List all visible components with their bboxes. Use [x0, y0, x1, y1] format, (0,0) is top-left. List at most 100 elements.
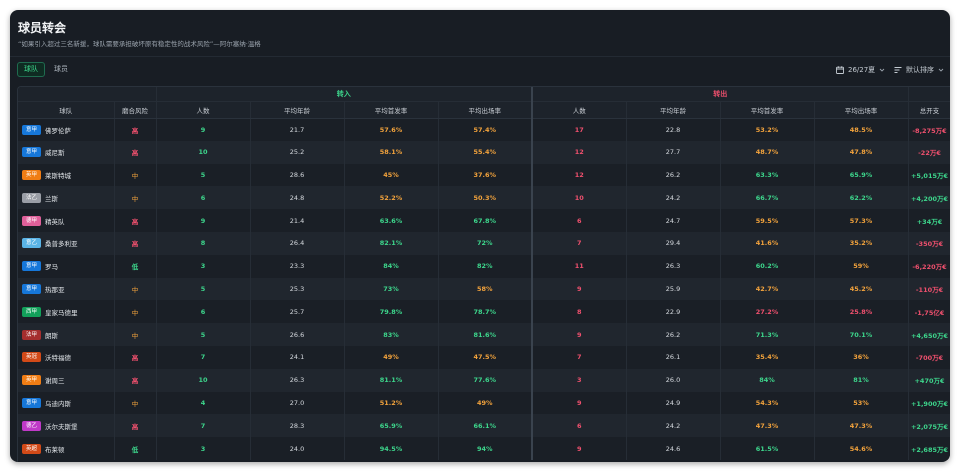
table-row[interactable]: 西甲 皇家马德里中 6 25.7 79.8% 78.7% 8 22.9 27.2% 25.8% -1… — [18, 300, 950, 324]
table-row[interactable]: 意甲 威尼斯高 10 25.2 58.1% 55.4% 12 27.7 48.7% 47.8% -2… — [18, 140, 950, 164]
team-cell: 西甲 皇家马德里 — [18, 300, 115, 324]
out-appear-cell: 48.5% — [814, 118, 909, 141]
header-col-team[interactable]: 球队 — [18, 101, 115, 119]
table-row[interactable]: 意甲 热那亚中 5 25.3 73% 58% 9 25.9 42.7% 45.2% -110万€ — [18, 277, 950, 301]
header-col-in-count[interactable]: 人数 — [156, 101, 251, 119]
in-appear-cell: 82% — [438, 254, 533, 278]
page-title: 球员转会 — [18, 21, 67, 35]
team-name[interactable]: 乌迪内斯 — [45, 399, 71, 408]
season-label: 26/27夏 — [848, 66, 876, 74]
header-col-out-count[interactable]: 人数 — [532, 101, 627, 119]
table-row[interactable]: 德乙 沃尔夫斯堡高 7 28.3 65.9% 66.1% 6 24.2 47.3% 47.3% +2… — [18, 414, 950, 438]
table-row[interactable]: 英甲 谢周三高 10 26.3 81.1% 77.6% 3 26.0 84% 81% +470万€ — [18, 368, 950, 392]
header-col-in-appear[interactable]: 平均出场率 — [438, 101, 533, 119]
table-row[interactable]: 意甲 佛罗伦萨高 9 21.7 57.6% 57.4% 17 22.8 53.2% 48.5% -8… — [18, 118, 950, 141]
table-row[interactable]: 法甲 朗斯中 5 26.6 83% 81.6% 9 26.2 71.3% 70.1% +4,650万… — [18, 323, 950, 346]
table-row[interactable]: 英超 布莱顿低 3 24.0 94.5% 94% 9 24.6 61.5% 54.6% +2,685… — [18, 437, 950, 460]
in-start-cell: 94.5% — [344, 437, 439, 460]
in-age-cell: 26.4 — [250, 231, 345, 255]
team-cell: 意甲 佛罗伦萨 — [18, 118, 115, 141]
header-col-risk[interactable]: 磨合风险 — [114, 101, 157, 119]
in-appear-cell: 67.8% — [438, 209, 533, 232]
sort-select[interactable]: 默认排序 — [894, 65, 944, 75]
sort-label: 默认排序 — [906, 66, 934, 74]
in-appear-cell: 81.6% — [438, 323, 533, 346]
out-count-cell: 9 — [532, 277, 627, 301]
team-name[interactable]: 谢周三 — [45, 377, 65, 386]
out-count-cell: 6 — [532, 414, 627, 438]
in-appear-cell: 47.5% — [438, 345, 533, 369]
table-row[interactable]: 英甲 莱斯特城中 5 28.6 45% 37.6% 12 26.2 63.3% 65.9% +5,0… — [18, 163, 950, 187]
out-start-cell: 59.5% — [720, 209, 815, 232]
team-name[interactable]: 朗斯 — [45, 331, 58, 340]
net-cell: +4,200万€ — [908, 186, 950, 210]
risk-cell: 中 — [114, 300, 157, 324]
header-spacer — [908, 87, 950, 102]
net-cell: -8,275万€ — [908, 118, 950, 141]
table-row[interactable]: 德甲 精英队高 9 21.4 63.6% 67.8% 6 24.7 59.5% 57.3% +34万… — [18, 209, 950, 232]
header-col-out-start[interactable]: 平均首发率 — [720, 101, 815, 119]
table-row[interactable]: 意甲 罗马低 3 23.3 84% 82% 11 26.3 60.2% 59% -6,220万€ — [18, 254, 950, 278]
team-cell: 法甲 朗斯 — [18, 323, 115, 346]
in-appear-cell: 94% — [438, 437, 533, 460]
team-name[interactable]: 威尼斯 — [45, 149, 65, 158]
in-appear-cell: 78.7% — [438, 300, 533, 324]
table-row[interactable]: 意乙 桑普多利亚高 8 26.4 82.1% 72% 7 29.4 41.6% 35.2% -350… — [18, 231, 950, 255]
risk-cell: 中 — [114, 391, 157, 415]
league-badge: 意甲 — [22, 283, 41, 294]
out-count-cell: 3 — [532, 368, 627, 392]
out-start-cell: 42.7% — [720, 277, 815, 301]
out-count-cell: 10 — [532, 186, 627, 210]
team-name[interactable]: 佛罗伦萨 — [45, 126, 71, 135]
in-start-cell: 81.1% — [344, 368, 439, 392]
season-select[interactable]: 26/27夏 — [836, 65, 885, 75]
in-count-cell: 10 — [156, 140, 251, 164]
transfer-table-container[interactable]: 转入 转出 球队 磨合风险 人数 平均年龄 平均首发率 平均出场率 人数 平均年龄 平均首发率平… — [17, 86, 950, 462]
team-name[interactable]: 沃尔夫斯堡 — [45, 422, 78, 431]
table-row[interactable]: 法乙 兰斯中 6 24.8 52.2% 50.3% 10 24.2 66.7% 62.2% +4,2… — [18, 186, 950, 210]
risk-cell: 高 — [114, 414, 157, 438]
team-name[interactable]: 桑普多利亚 — [45, 240, 78, 249]
group-header-out: 转出 — [532, 87, 909, 102]
group-header-in: 转入 — [156, 87, 533, 102]
team-cell: 法乙 兰斯 — [18, 186, 115, 210]
risk-cell: 中 — [114, 323, 157, 346]
team-name[interactable]: 莱斯特城 — [45, 171, 71, 180]
out-count-cell: 9 — [532, 437, 627, 460]
header-col-in-start[interactable]: 平均首发率 — [344, 101, 439, 119]
out-start-cell: 35.4% — [720, 345, 815, 369]
out-appear-cell: 35.2% — [814, 231, 909, 255]
net-cell: -1,75亿€ — [908, 300, 950, 324]
team-name[interactable]: 皇家马德里 — [45, 308, 78, 317]
table-row[interactable]: 意甲 乌迪内斯中 4 27.0 51.2% 49% 9 24.9 54.3% 53% +1,900万… — [18, 391, 950, 415]
tab-teams[interactable]: 球队 — [17, 62, 45, 77]
out-start-cell: 60.2% — [720, 254, 815, 278]
out-count-cell: 17 — [532, 118, 627, 141]
table-row[interactable]: 英冠 沃特福德高 7 24.1 49% 47.5% 7 26.1 35.4% 36% -700万€ — [18, 345, 950, 369]
team-name[interactable]: 精英队 — [45, 217, 65, 226]
risk-cell: 高 — [114, 140, 157, 164]
out-appear-cell: 45.2% — [814, 277, 909, 301]
team-name[interactable]: 沃特福德 — [45, 354, 71, 363]
out-age-cell: 22.8 — [626, 118, 721, 141]
in-count-cell: 3 — [156, 254, 251, 278]
out-appear-cell: 54.6% — [814, 437, 909, 460]
out-start-cell: 61.5% — [720, 437, 815, 460]
tab-players[interactable]: 球员 — [54, 65, 68, 73]
risk-cell: 中 — [114, 186, 157, 210]
out-age-cell: 26.2 — [626, 323, 721, 346]
net-cell: +2,685万€ — [908, 437, 950, 460]
in-age-cell: 25.7 — [250, 300, 345, 324]
header-col-net[interactable]: 总开支 — [908, 101, 950, 119]
out-age-cell: 24.2 — [626, 414, 721, 438]
team-name[interactable]: 罗马 — [45, 263, 58, 272]
league-badge: 意甲 — [22, 397, 41, 408]
team-name[interactable]: 兰斯 — [45, 194, 58, 203]
header-col-out-appear[interactable]: 平均出场率 — [814, 101, 909, 119]
team-name[interactable]: 布莱顿 — [45, 445, 65, 454]
header-col-out-age[interactable]: 平均年龄 — [626, 101, 721, 119]
in-appear-cell: 77.6% — [438, 368, 533, 392]
header-col-in-age[interactable]: 平均年龄 — [250, 101, 345, 119]
in-start-cell: 79.8% — [344, 300, 439, 324]
team-name[interactable]: 热那亚 — [45, 285, 65, 294]
